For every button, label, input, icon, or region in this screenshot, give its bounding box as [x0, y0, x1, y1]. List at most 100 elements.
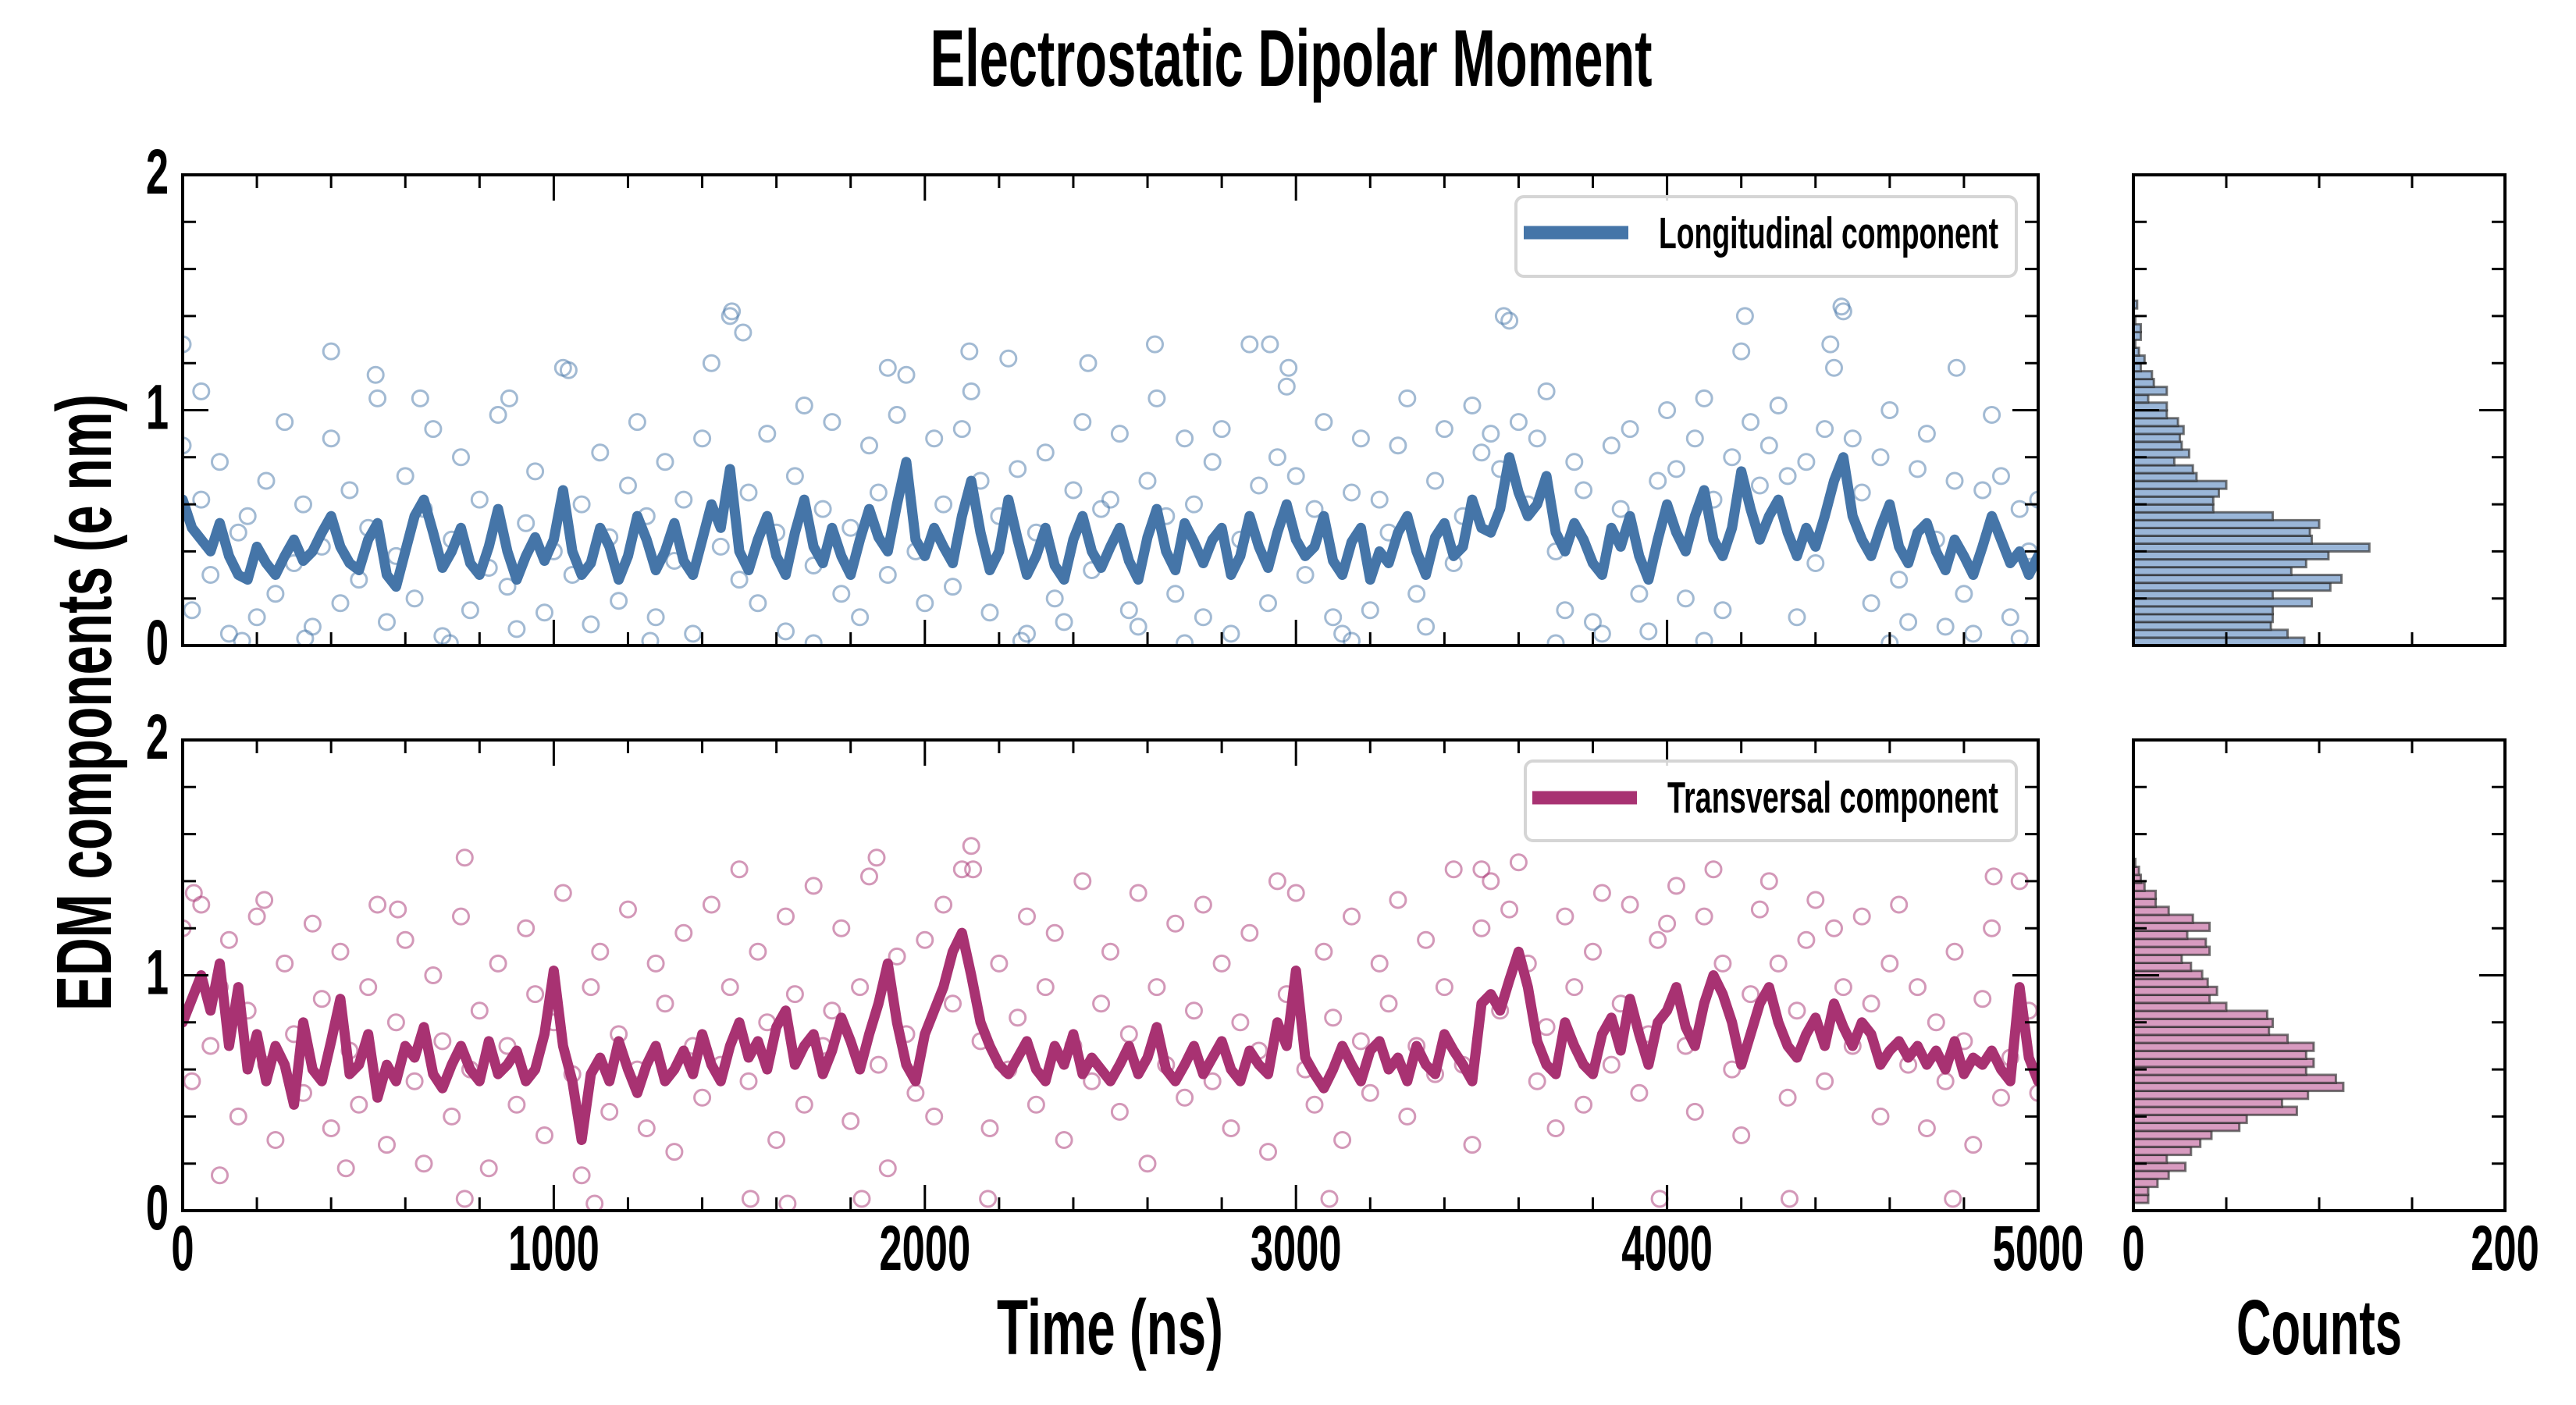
scatter-point	[1945, 942, 1964, 961]
x-tick-label: 5000	[1993, 1212, 2084, 1284]
scatter-point	[378, 1136, 396, 1154]
scatter-point	[1713, 601, 1732, 620]
scatter-point	[1537, 382, 1556, 400]
scatter-point	[1176, 429, 1194, 448]
scatter-point	[507, 620, 526, 638]
scatter-point	[1667, 460, 1685, 478]
scatter-point	[1843, 429, 1862, 448]
scatter-point	[916, 594, 934, 613]
scatter-point	[461, 601, 479, 620]
scatter-point	[1045, 589, 1064, 608]
scatter-point	[1806, 554, 1825, 572]
scatter-point	[1147, 978, 1166, 997]
scatter-point	[211, 1166, 229, 1185]
scatter-point	[980, 1119, 999, 1137]
scatter-point	[1012, 631, 1030, 646]
scatter-point	[1695, 631, 1713, 646]
scatter-point	[777, 907, 795, 926]
scatter-point	[553, 884, 572, 902]
scatter-point	[1546, 1119, 1565, 1137]
scatter-point	[767, 1131, 786, 1149]
scatter-point	[1862, 994, 1880, 1013]
scatter-point	[1092, 500, 1111, 518]
scatter-point	[452, 448, 470, 467]
scatter-point	[1528, 1072, 1546, 1090]
scatter-point	[192, 490, 211, 509]
scatter-point	[720, 978, 739, 997]
transversal-histogram-panel: 0 200	[2122, 738, 2539, 1284]
legend-box	[1524, 759, 2018, 842]
scatter-point	[823, 413, 841, 432]
scatter-point	[1821, 335, 1840, 354]
scatter-point	[1973, 481, 1992, 500]
scatter-point	[255, 891, 274, 909]
scatter-point	[526, 462, 545, 481]
scatter-point	[582, 615, 600, 634]
scatter-point	[1871, 448, 1890, 467]
scatter-point	[1806, 891, 1825, 909]
scatter-point	[276, 413, 294, 432]
scatter-point	[758, 425, 777, 443]
scatter-point	[646, 608, 665, 627]
scatter-point	[1261, 335, 1279, 354]
scatter-point	[1546, 634, 1565, 646]
scatter-point	[1832, 297, 1851, 316]
scatter-point	[1611, 500, 1630, 518]
x-axis-label-time: Time (ns)	[997, 1284, 1223, 1371]
scatter-point	[1018, 907, 1036, 926]
scatter-point	[1592, 624, 1611, 643]
scatter-point	[1079, 354, 1098, 372]
scatter-point	[964, 860, 983, 879]
plot-area	[183, 837, 2038, 1211]
histogram-bar	[2132, 542, 2371, 553]
scatter-point	[674, 490, 693, 509]
scatter-point	[888, 406, 906, 424]
scatter-point	[1398, 1107, 1417, 1126]
scatter-point	[1194, 608, 1212, 627]
scatter-point	[637, 1119, 656, 1137]
scatter-point	[192, 382, 211, 400]
scatter-point	[1735, 307, 1754, 325]
scatter-point	[331, 942, 350, 961]
scatter-point	[674, 923, 693, 942]
scatter-point	[1073, 872, 1092, 891]
scatter-point	[1320, 1190, 1339, 1208]
scatter-point	[1769, 954, 1788, 973]
scatter-point	[1222, 624, 1240, 643]
scatter-point	[340, 481, 359, 500]
scatter-point	[517, 919, 535, 937]
histogram-bar	[2132, 1097, 2283, 1108]
scatter-point	[600, 1102, 619, 1121]
scatter-point	[526, 985, 545, 1004]
scatter-point	[1250, 476, 1268, 495]
scatter-point	[730, 860, 749, 879]
scatter-point	[276, 954, 294, 973]
scatter-point	[1658, 401, 1677, 419]
scatter-point	[1750, 476, 1769, 495]
scatter-point	[1574, 481, 1593, 500]
scatter-point	[2029, 490, 2038, 509]
y-axis-label: EDM components (e nm)	[41, 394, 128, 1011]
histogram-bar	[2132, 1145, 2193, 1157]
scatter-point	[405, 589, 424, 608]
scatter-point	[572, 495, 591, 514]
scatter-point	[1417, 617, 1436, 636]
hist-x-tick-label: 200	[2471, 1212, 2539, 1284]
scatter-point	[897, 365, 916, 384]
scatter-point	[1565, 978, 1584, 997]
scatter-point	[1064, 481, 1083, 500]
scatter-point	[591, 443, 610, 462]
histogram-bar	[2132, 1017, 2274, 1029]
scatter-point	[867, 848, 886, 867]
scatter-point	[952, 860, 971, 879]
scatter-point	[201, 566, 220, 584]
scatter-point	[1026, 1095, 1045, 1114]
scatter-point	[386, 1013, 405, 1032]
scatter-point	[1036, 443, 1055, 462]
scatter-point	[878, 1159, 897, 1178]
legend-label: Longitudinal component	[1659, 208, 1998, 258]
scatter-point	[1639, 622, 1658, 641]
y-tick-label: 0	[146, 606, 169, 678]
scatter-point	[455, 848, 474, 867]
moving-average-line	[183, 927, 2038, 1145]
